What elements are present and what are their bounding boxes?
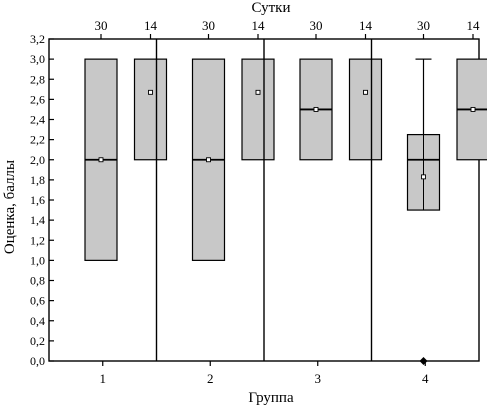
mean-marker	[363, 89, 368, 95]
top-tick-label: 30	[310, 18, 323, 33]
y-tick-label: 3,0	[30, 52, 45, 66]
y-tick-label: 1,8	[30, 173, 45, 187]
x-axis-title: Группа	[248, 390, 294, 406]
outlier-marker	[419, 357, 428, 365]
top-tick-label: 14	[252, 18, 266, 33]
y-tick-label: 0,0	[30, 354, 45, 368]
y-tick-label: 0,8	[30, 274, 45, 288]
x-tick-label: 2	[207, 371, 214, 386]
y-tick-label: 0,4	[30, 314, 45, 328]
x-tick-label: 4	[422, 371, 429, 386]
mean-marker	[470, 106, 476, 112]
top-tick-label: 14	[359, 18, 373, 33]
y-tick-label: 1,0	[30, 253, 45, 267]
y-tick-label: 3,2	[30, 32, 45, 46]
y-tick-label: 0,2	[30, 334, 45, 348]
box	[348, 58, 383, 161]
x-tick-label: 1	[100, 371, 107, 386]
top-tick-label: 30	[202, 18, 215, 33]
mean-marker	[421, 174, 426, 180]
top-tick-label: 14	[467, 18, 481, 33]
top-tick-label: 14	[144, 18, 158, 33]
y-tick-label: 2,0	[30, 153, 45, 167]
mean-marker	[313, 106, 319, 112]
y-tick-label: 2,8	[30, 72, 45, 86]
top-axis-title: Сутки	[251, 0, 290, 16]
top-tick-label: 30	[417, 18, 430, 33]
top-tick-label: 30	[95, 18, 108, 33]
box	[241, 58, 275, 161]
mean-marker	[206, 157, 211, 163]
mean-marker	[255, 89, 261, 95]
box	[133, 58, 168, 161]
mean-marker	[98, 157, 104, 163]
mean-marker	[148, 89, 153, 95]
y-tick-label: 1,6	[30, 193, 45, 207]
y-tick-label: 2,4	[30, 113, 45, 127]
x-tick-label: 3	[315, 371, 322, 386]
y-tick-label: 1,2	[30, 233, 45, 247]
plot-area: 0,0 0,2 0,4 0,6 0,8 1,0 1,2 1,4 1,6 1,8 2,0 2,2 2,4 2…	[30, 18, 487, 386]
y-tick-label: 2,2	[30, 133, 45, 147]
y-axis-title: Оценка, баллы	[2, 160, 18, 254]
y-tick-label: 0,6	[30, 294, 45, 308]
y-tick-label: 2,6	[30, 92, 45, 106]
y-tick-label: 1,4	[30, 213, 45, 227]
